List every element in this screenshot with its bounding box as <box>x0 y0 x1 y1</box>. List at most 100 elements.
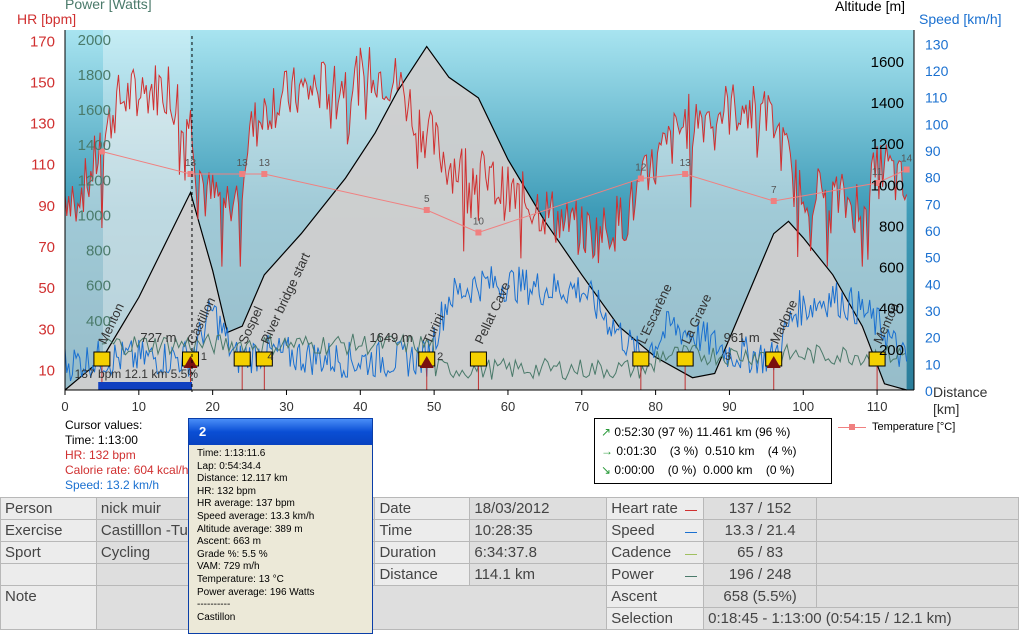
stats-time: 0:52:30 <box>614 425 655 439</box>
speed-tick-label: 70 <box>925 196 941 212</box>
temperature-legend: Temperature [°C] <box>838 421 955 433</box>
temperature-point <box>903 166 910 173</box>
speed-tick-label: 60 <box>925 223 941 239</box>
hr-tick-label: 30 <box>38 321 55 338</box>
hr-tick-label: 150 <box>30 74 55 91</box>
duration-label: Duration <box>374 541 471 564</box>
popup-body: Time: 1:13:11.6 Lap: 0:54:34.4 Distance: 1… <box>189 445 372 624</box>
temperature-point <box>239 171 246 177</box>
speed-tick-label: 10 <box>925 356 941 372</box>
popup-line: Lap: 0:54:34.4 <box>197 460 261 472</box>
cadence-label-text: Cadence <box>611 544 672 561</box>
power-tick-label: 1800 <box>78 67 111 84</box>
heart-rate-label: Heart rate <box>606 497 705 520</box>
x-tick-label: 70 <box>575 399 589 414</box>
ascent-value: 658 (5.5%) <box>703 585 818 608</box>
lap-number-label: 3 <box>725 351 731 363</box>
cursor-hr: HR: 132 bpm <box>65 448 136 462</box>
temperature-point <box>637 175 644 182</box>
power-tick-label: 1000 <box>78 207 111 224</box>
heart-rate-label-text: Heart rate <box>611 500 678 517</box>
hr-tick-label: 170 <box>30 33 55 50</box>
power-value: 196 / 248 <box>703 563 818 586</box>
cursor-values-title: Cursor values: <box>65 418 143 432</box>
heart-rate-line-swatch <box>685 510 698 511</box>
x-tick-label: 10 <box>132 399 146 414</box>
popup-line: Temperature: 13 °C <box>197 573 284 585</box>
x-tick-label: 110 <box>867 399 888 414</box>
empty-cell <box>0 563 97 586</box>
selection-summary: 137 bpm 12.1 km 5.5% <box>75 367 199 381</box>
hr-tick-label: 110 <box>31 157 55 174</box>
popup-line: HR: 132 bpm <box>197 485 256 497</box>
stats-pct-dist: (4 %) <box>767 444 797 458</box>
stats-pct-time: (3 %) <box>669 444 699 458</box>
duration-value[interactable]: 6:34:37.8 <box>469 541 608 564</box>
temperature-label: 7 <box>771 185 777 196</box>
stats-time: 0:01:30 <box>616 444 657 458</box>
stats-row-up: ↗ 0:52:30 (97 %) 11.461 km (96 %) <box>601 425 790 439</box>
speed-tick-label: 120 <box>925 63 949 79</box>
popup-line: VAM: 729 m/h <box>197 561 260 573</box>
cadence-line-swatch <box>685 554 698 555</box>
distance-label: Distance <box>374 563 471 586</box>
popup-line: Distance: 12.117 km <box>197 473 288 485</box>
power-tick-label: 1600 <box>78 102 111 119</box>
power-label-text: Power <box>611 566 654 583</box>
temperature-label: 14 <box>901 154 913 165</box>
power-tick-label: 600 <box>86 278 111 295</box>
temperature-point <box>874 180 881 186</box>
temperature-point <box>98 148 105 155</box>
time-value[interactable]: 10:28:35 <box>469 519 608 542</box>
power-tick-label: 800 <box>86 243 111 260</box>
selection-bar <box>98 382 192 390</box>
stats-pct-time: (0 %) <box>667 463 697 477</box>
date-value[interactable]: 18/03/2012 <box>469 497 608 520</box>
cursor-time: Time: 1:13:00 <box>65 433 138 447</box>
hr-tick-label: 70 <box>38 239 55 256</box>
hr-tick-label: 50 <box>38 280 55 297</box>
speed-value: 13.3 / 21.4 <box>703 519 818 542</box>
speed-tick-label: 100 <box>925 116 949 132</box>
speed-axis-title: Speed [km/h] <box>919 11 1002 27</box>
temperature-label: 5 <box>424 194 430 205</box>
stats-row-down: ↘ 0:00:00 (0 %) 0.000 km (0 %) <box>601 463 795 477</box>
empty-cell <box>816 585 1019 608</box>
note-label: Note <box>0 585 97 630</box>
trend-down-icon: ↘ <box>601 463 612 477</box>
hr-tick-label: 130 <box>30 116 55 133</box>
distance-value[interactable]: 114.1 km <box>469 563 608 586</box>
climb-label: 961 m <box>724 330 760 345</box>
empty-cell <box>816 497 1019 520</box>
place-flag-icon <box>93 351 111 367</box>
exercise-info-table: Person nick muir Date 18/03/2012 Heart r… <box>0 497 1019 630</box>
popup-title: 2 <box>189 419 372 445</box>
stats-dist: 11.461 km <box>696 425 752 439</box>
altitude-tick-label: 1400 <box>871 95 904 112</box>
place-flag-icon <box>632 351 650 367</box>
time-label: Time <box>374 519 471 542</box>
ascent-label: Ascent <box>606 585 705 608</box>
cursor-speed: Speed: 13.2 km/h <box>65 478 160 492</box>
popup-line: Ascent: 663 m <box>197 536 261 548</box>
lap-info-popup[interactable]: 2 Time: 1:13:11.6 Lap: 0:54:34.4 Distance:… <box>188 418 373 634</box>
climb-label: 727 m <box>140 330 176 345</box>
temperature-label: 13 <box>680 158 692 169</box>
cadence-value: 65 / 83 <box>703 541 818 564</box>
speed-tick-label: 110 <box>925 90 948 106</box>
place-flag-icon <box>868 351 886 367</box>
altitude-tick-label: 200 <box>879 342 904 359</box>
person-label: Person <box>0 497 97 520</box>
sport-label: Sport <box>0 541 97 564</box>
temperature-label: 11 <box>872 167 883 178</box>
temperature-legend-swatch <box>838 423 866 430</box>
stats-dist: 0.000 km <box>703 463 753 477</box>
popup-line: ---------- <box>197 599 231 611</box>
lap-number-label: 2 <box>437 351 443 363</box>
selection-value: 0:18:45 - 1:13:00 (0:54:15 / 12.1 km) <box>703 607 1019 630</box>
hr-axis-title: HR [bpm] <box>17 11 77 27</box>
temperature-label: 12 <box>635 163 647 174</box>
heart-rate-value: 137 / 152 <box>703 497 818 520</box>
power-tick-label: 400 <box>86 313 111 330</box>
